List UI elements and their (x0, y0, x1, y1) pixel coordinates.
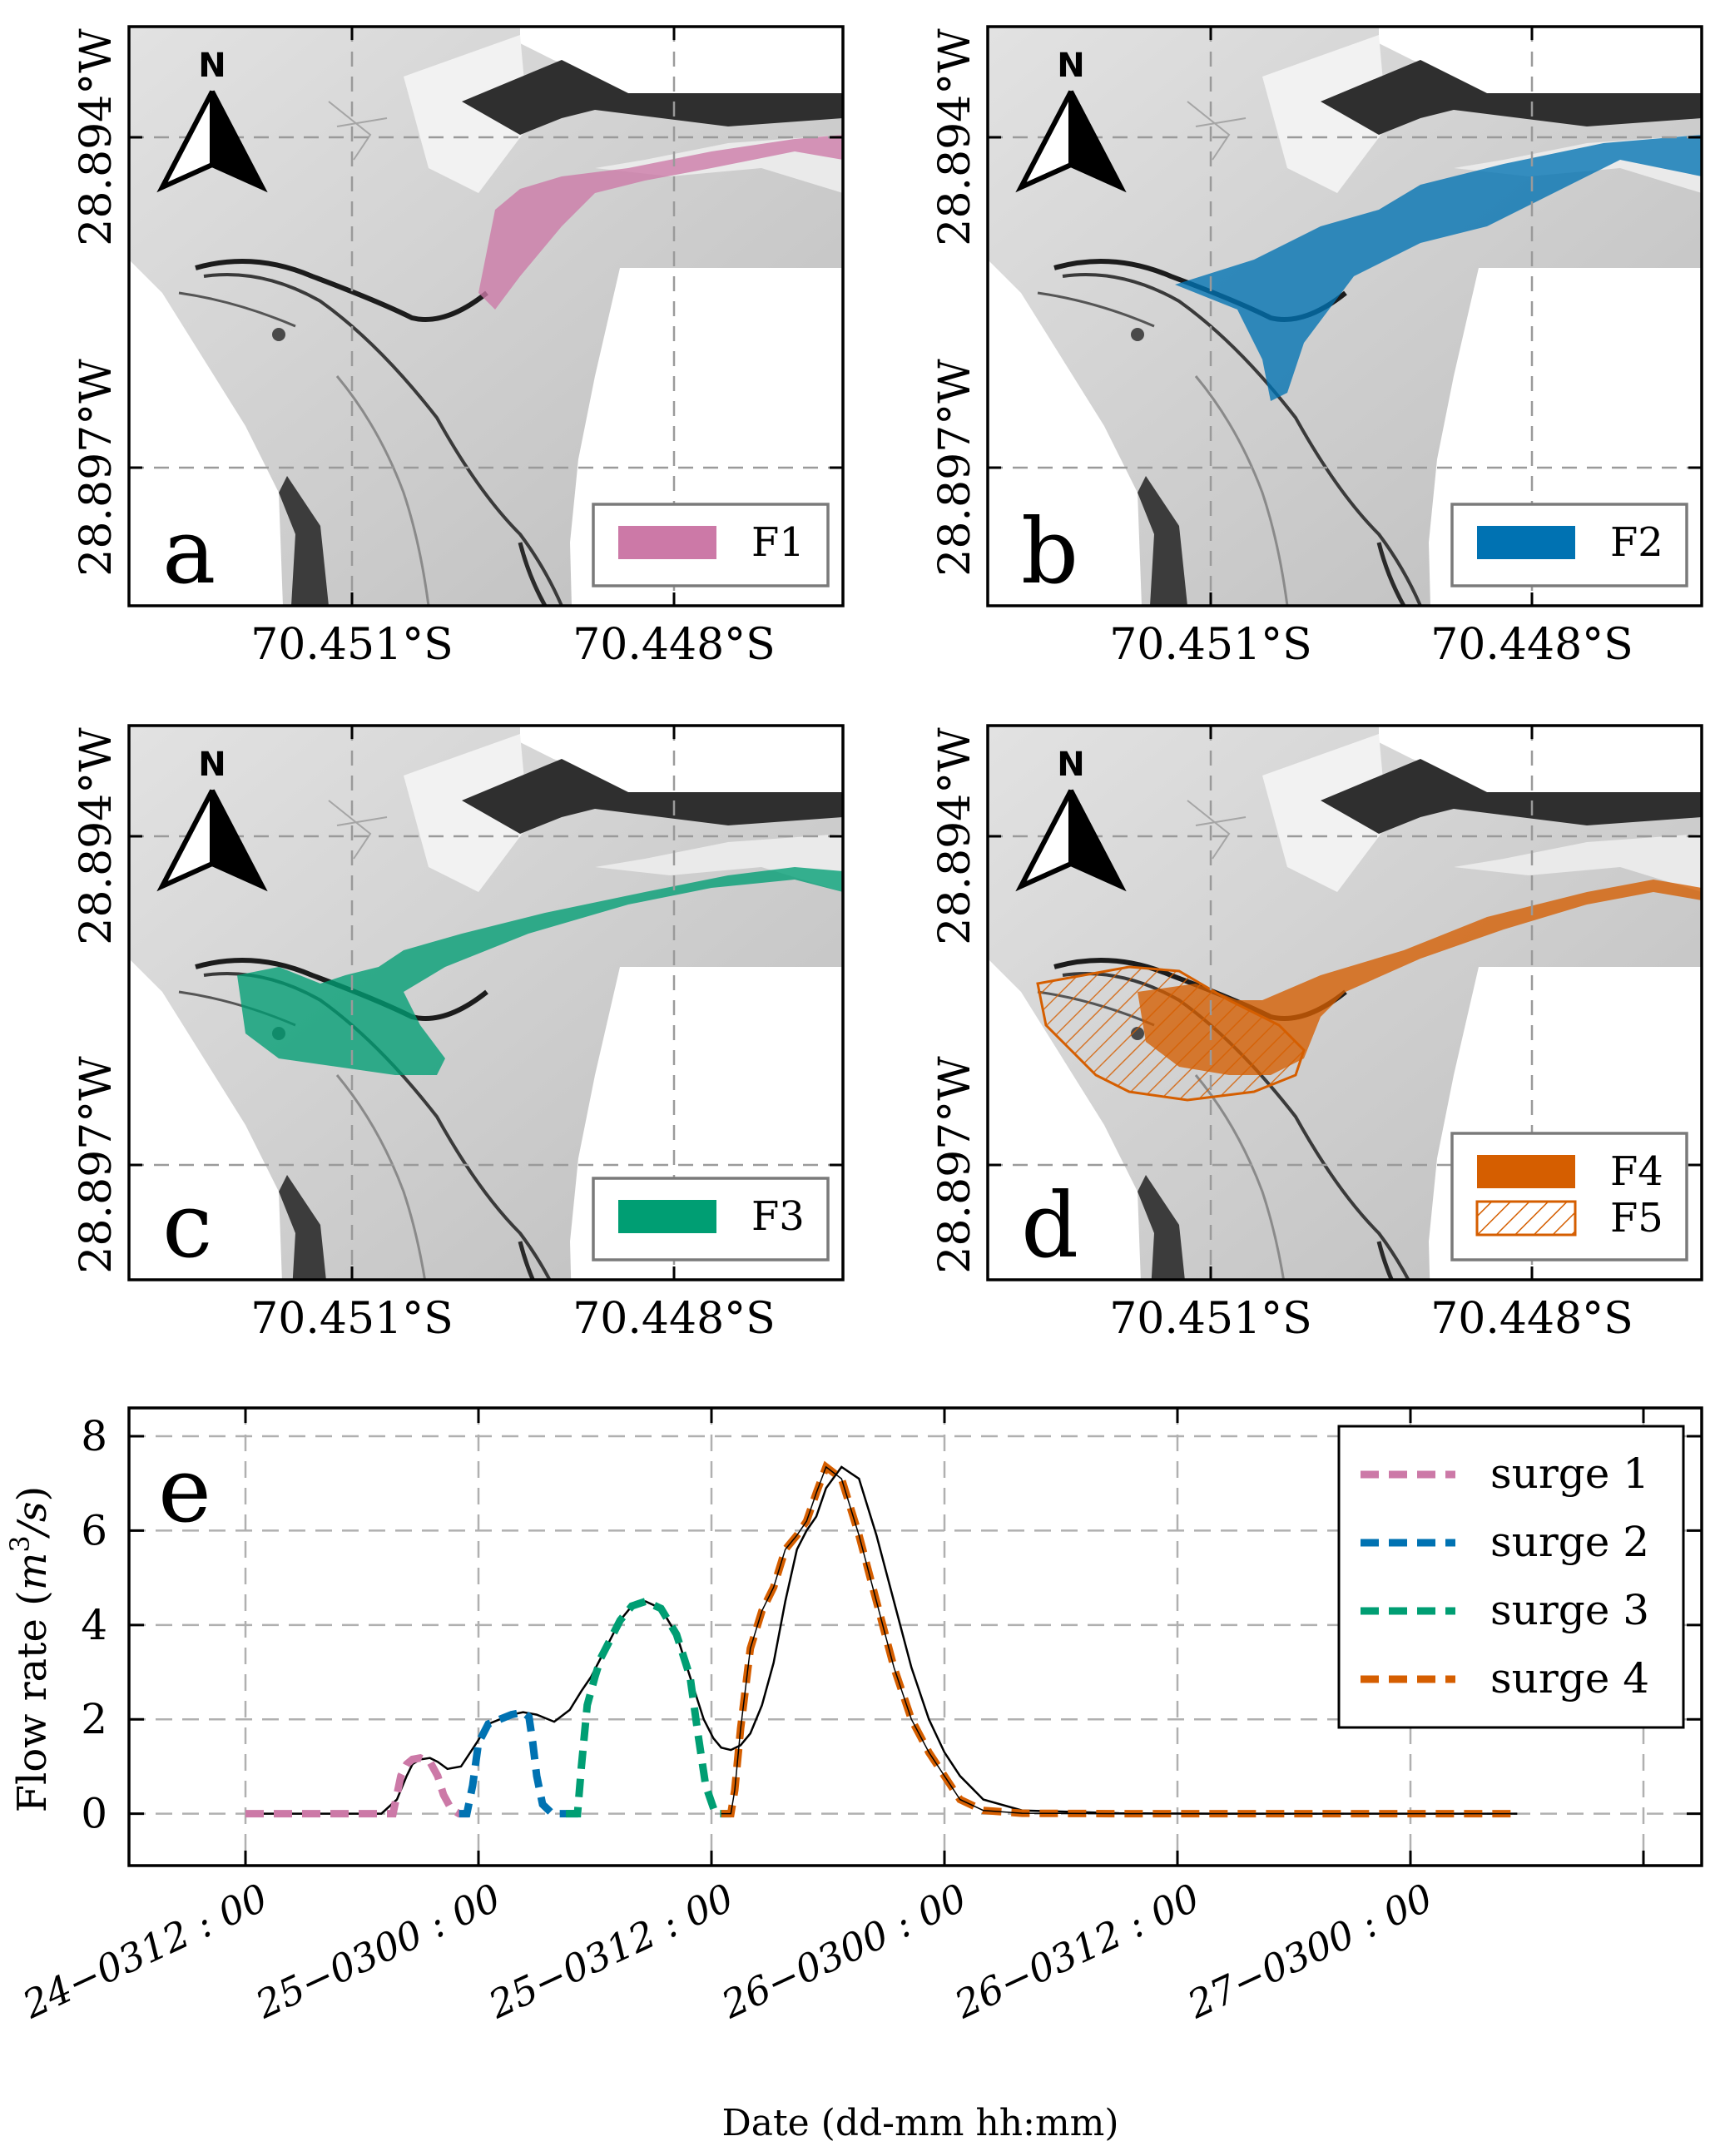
legend-label: F5 (1610, 1195, 1663, 1242)
chart-y-tick-label: 4 (81, 1601, 107, 1649)
map-y-tick-label: 28.897°W (72, 359, 121, 577)
series-total (245, 1465, 1518, 1815)
map-frame (127, 724, 845, 1281)
chart-xlabel: Date (dd-mm hh:mm) (721, 2102, 1118, 2144)
chart-legend-label: surge 1 (1490, 1450, 1649, 1498)
legend-label: F4 (1610, 1148, 1663, 1195)
map-y-tick-label: 28.897°W (930, 359, 980, 577)
chart-legend-label: surge 3 (1490, 1586, 1649, 1634)
series-surge-3 (566, 1597, 731, 1818)
map-frame (986, 724, 1703, 1281)
chart-x-tick-label: 25−0312 : 00 (481, 1875, 740, 2028)
map-x-tick-label: 70.451°S (250, 1294, 454, 1344)
ylabel-unit-exp: 3 (4, 1535, 36, 1552)
chart-y-tick-label: 0 (81, 1790, 107, 1838)
map-frame (986, 25, 1703, 607)
chart-y-tick-label: 6 (81, 1506, 107, 1554)
map-panel-c: N 70.451°S 70.448°S 28.894°W 28.897°W c F3 (72, 724, 845, 1344)
series-surge-2 (459, 1707, 580, 1818)
map-x-tick-label: 70.448°S (1430, 1294, 1633, 1344)
panel-label: a (162, 500, 216, 604)
map-x-tick-label: 70.448°S (573, 1294, 776, 1344)
panel-label: b (1021, 500, 1078, 604)
map-panels: N 70.451°S 70.448°S 28.894°W 28.897°W a F1 N 70.… (72, 25, 1703, 1344)
series-total-overlay (721, 1465, 1518, 1815)
map-y-tick-label: 28.894°W (930, 28, 980, 246)
map-legend: F2 (1450, 503, 1688, 587)
legend-label: F3 (751, 1193, 805, 1240)
flow-extent-f2 (1175, 135, 1702, 401)
flow-extent-f5 (1036, 965, 1306, 1102)
ylabel-unit-tail: /s (9, 1501, 56, 1539)
map-legend: F1 (592, 503, 830, 587)
map-panel-a: N 70.451°S 70.448°S 28.894°W 28.897°W a F1 (72, 25, 845, 670)
map-y-tick-label: 28.894°W (72, 28, 121, 246)
legend-swatch (1477, 526, 1575, 559)
legend-box (1450, 1132, 1688, 1261)
chart-x-tick-label: 26−0312 : 00 (947, 1875, 1206, 2028)
panel-label: d (1021, 1174, 1078, 1278)
panel-label: c (162, 1174, 213, 1278)
map-y-tick-label: 28.894°W (72, 727, 121, 945)
chart-y-tick-label: 2 (81, 1695, 107, 1743)
north-label: N (1057, 746, 1084, 784)
chart-panel-label: e (158, 1439, 211, 1543)
chart-x-tick-label: 27−0300 : 00 (1180, 1875, 1439, 2028)
chart-legend-label: surge 2 (1490, 1518, 1649, 1566)
series-surge-1 (245, 1754, 469, 1818)
chart-frame (127, 1406, 1703, 1867)
map-x-tick-label: 70.448°S (573, 620, 776, 670)
flow-extent-f1 (478, 135, 843, 310)
ylabel-unit-base: m (9, 1553, 56, 1591)
legend-swatch (618, 1200, 716, 1233)
chart-series (245, 1460, 1518, 1818)
legend-swatch (1477, 1155, 1575, 1188)
legend-label: F2 (1610, 519, 1663, 566)
map-y-tick-label: 28.897°W (72, 1056, 121, 1274)
map-x-tick-label: 70.451°S (250, 620, 454, 670)
legend-label: F1 (751, 519, 805, 566)
flow-extent-f3 (237, 867, 843, 1075)
chart-legend: surge 1 surge 2 surge 3 surge 4 (1337, 1425, 1685, 1729)
north-label: N (1057, 47, 1084, 85)
map-x-tick-label: 70.448°S (1430, 620, 1633, 670)
chart-x-tick-label: 25−0300 : 00 (248, 1875, 507, 2028)
map-y-tick-label: 28.897°W (930, 1056, 980, 1274)
chart-y-tick-label: 8 (81, 1412, 107, 1460)
chart-x-tick-label: 24−0312 : 00 (15, 1875, 274, 2028)
north-label: N (198, 746, 226, 784)
chart-x-tick-label: 26−0300 : 00 (714, 1875, 973, 2028)
map-panel-b: N 70.451°S 70.448°S 28.894°W 28.897°W b F2 (930, 25, 1703, 670)
map-legend: F3 (592, 1177, 830, 1261)
map-x-tick-label: 70.451°S (1109, 1294, 1312, 1344)
ylabel-suffix: ) (9, 1486, 56, 1502)
map-y-tick-label: 28.894°W (930, 727, 980, 945)
map-x-tick-label: 70.451°S (1109, 620, 1312, 670)
chart-ylabel: Flow rate (m3/s) (4, 1486, 56, 1813)
legend-swatch (618, 526, 716, 559)
legend-swatch-hatched (1475, 1200, 1577, 1237)
north-label: N (198, 47, 226, 85)
ylabel-prefix: Flow rate ( (9, 1590, 56, 1812)
chart-legend-label: surge 4 (1490, 1654, 1649, 1702)
map-frame (127, 25, 845, 607)
